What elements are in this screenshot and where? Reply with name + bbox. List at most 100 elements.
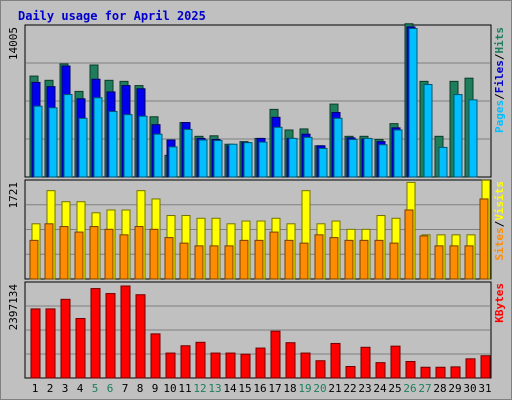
bar-sites-day-7 — [119, 234, 129, 280]
bar-pages-day-15 — [243, 142, 253, 178]
bar-sites-day-25 — [389, 242, 399, 280]
bar-sites-day-22 — [344, 239, 354, 280]
bar-kbytes-day-10 — [165, 352, 176, 379]
bar-pages-day-7 — [123, 114, 133, 178]
bar-sites-day-3 — [59, 226, 69, 280]
legend-visits: Visits — [493, 181, 506, 221]
bar-pages-day-13 — [213, 140, 223, 178]
bar-pages-day-9 — [153, 133, 163, 178]
bar-kbytes-day-23 — [360, 346, 371, 379]
bar-kbytes-day-5 — [90, 288, 101, 379]
bar-kbytes-day-3 — [60, 298, 71, 379]
bar-kbytes-day-12 — [195, 341, 206, 379]
bar-sites-day-26 — [404, 209, 414, 280]
bar-pages-day-6 — [108, 110, 118, 178]
middle-panel: 1721 — [7, 179, 492, 280]
bar-pages-day-17 — [273, 126, 283, 178]
bar-pages-day-12 — [198, 139, 208, 178]
bar-pages-day-28 — [438, 146, 448, 178]
bar-kbytes-day-24 — [375, 362, 386, 379]
bar-kbytes-day-18 — [285, 342, 296, 379]
bar-pages-day-16 — [258, 141, 268, 178]
bottom-legend: KBytes — [493, 283, 506, 323]
bar-pages-day-30 — [468, 99, 478, 178]
bar-sites-day-6 — [104, 228, 114, 280]
day-label-27: 27 — [418, 382, 431, 395]
bar-kbytes-day-4 — [75, 318, 86, 379]
legend-hits: Hits — [493, 27, 506, 54]
bar-kbytes-day-22 — [345, 365, 356, 379]
bar-pages-day-18 — [288, 137, 298, 178]
bar-kbytes-day-16 — [255, 347, 266, 379]
day-label-4: 4 — [77, 382, 84, 395]
bar-sites-day-28 — [434, 245, 444, 280]
bar-sites-day-17 — [269, 231, 279, 280]
day-label-24: 24 — [373, 382, 387, 395]
bar-sites-day-24 — [374, 239, 384, 280]
bar-kbytes-day-13 — [210, 352, 221, 379]
bar-pages-day-2 — [48, 107, 58, 178]
day-label-31: 31 — [478, 382, 491, 395]
bar-pages-day-1 — [33, 105, 43, 178]
bar-sites-day-4 — [74, 231, 84, 280]
bar-sites-day-11 — [179, 242, 189, 280]
bar-kbytes-day-30 — [465, 358, 476, 379]
bar-sites-day-8 — [134, 226, 144, 280]
bar-sites-day-2 — [44, 223, 54, 280]
bar-sites-day-1 — [29, 239, 39, 280]
bar-sites-day-21 — [329, 237, 339, 280]
bar-kbytes-day-17 — [270, 330, 281, 379]
day-label-11: 11 — [178, 382, 191, 395]
chart-title: Daily usage for April 2025 — [18, 9, 206, 23]
day-label-5: 5 — [92, 382, 99, 395]
bar-pages-day-11 — [183, 128, 193, 178]
bar-kbytes-day-7 — [120, 285, 131, 379]
bar-kbytes-day-21 — [330, 342, 341, 379]
bottom-max-label: 2397134 — [7, 284, 20, 331]
day-label-16: 16 — [253, 382, 266, 395]
legend-kbytes: KBytes — [493, 283, 506, 323]
bottom-panel: 2397134 — [7, 281, 492, 379]
day-label-21: 21 — [328, 382, 341, 395]
day-label-23: 23 — [358, 382, 371, 395]
bar-sites-day-15 — [239, 239, 249, 280]
bar-pages-day-25 — [393, 129, 403, 178]
bar-pages-day-21 — [333, 117, 343, 178]
bar-sites-day-20 — [314, 234, 324, 280]
bar-sites-day-19 — [299, 242, 309, 280]
bar-pages-day-27 — [423, 84, 433, 178]
bar-pages-day-24 — [378, 144, 388, 178]
bar-kbytes-day-15 — [240, 353, 251, 379]
day-label-7: 7 — [122, 382, 129, 395]
bar-pages-day-10 — [168, 146, 178, 178]
bar-kbytes-day-6 — [105, 293, 116, 379]
bar-sites-day-5 — [89, 226, 99, 280]
bar-pages-day-20 — [318, 147, 328, 178]
bar-pages-day-22 — [348, 138, 358, 178]
top-legend: Pages/Files/Hits — [493, 27, 506, 133]
bar-pages-day-19 — [303, 136, 313, 178]
bar-pages-day-5 — [93, 97, 103, 178]
legend-separator: / — [493, 93, 506, 100]
day-label-9: 9 — [152, 382, 159, 395]
top-max-label: 14005 — [7, 27, 20, 60]
legend-files: Files — [493, 60, 506, 93]
bar-sites-day-23 — [359, 239, 369, 280]
bar-kbytes-day-14 — [225, 352, 236, 379]
day-label-12: 12 — [193, 382, 206, 395]
day-label-6: 6 — [107, 382, 114, 395]
bar-kbytes-day-9 — [150, 333, 161, 379]
bar-sites-day-12 — [194, 245, 204, 280]
day-label-28: 28 — [433, 382, 446, 395]
bar-pages-day-3 — [63, 94, 73, 178]
top-panel: 14005 — [7, 23, 492, 178]
day-label-14: 14 — [223, 382, 237, 395]
bar-sites-day-30 — [464, 245, 474, 280]
day-label-8: 8 — [137, 382, 144, 395]
day-label-26: 26 — [403, 382, 416, 395]
bar-pages-day-26 — [408, 28, 418, 178]
bar-kbytes-day-31 — [480, 355, 491, 379]
bar-pages-day-8 — [138, 115, 148, 178]
day-label-20: 20 — [313, 382, 326, 395]
day-label-3: 3 — [62, 382, 69, 395]
